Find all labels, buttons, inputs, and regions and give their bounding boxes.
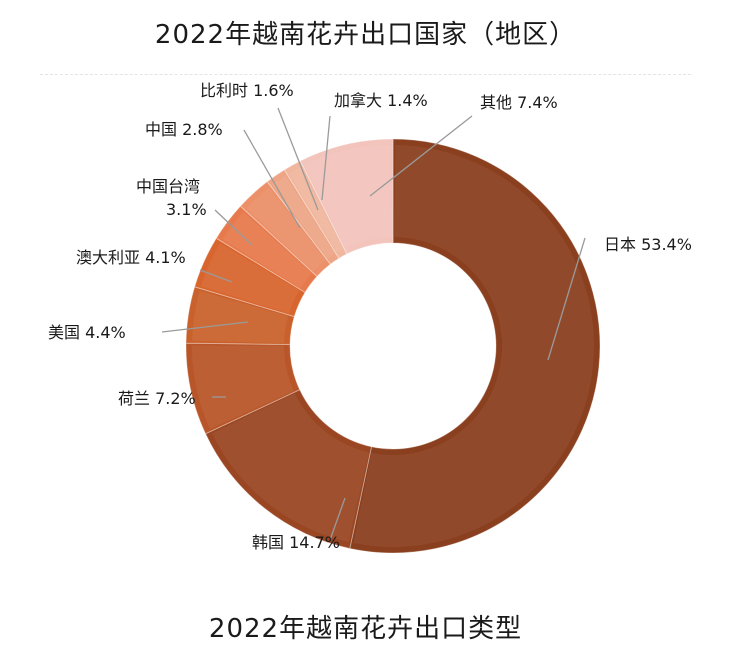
slice-bevel-3: [192, 345, 294, 430]
slice-bevel-6: [222, 211, 312, 289]
leader-lines: [161, 107, 586, 541]
slice-bevel-1: [353, 145, 595, 547]
slice-bevel-10: [305, 145, 392, 248]
donut-slices: [185, 138, 601, 554]
leader-line-6: [214, 209, 253, 246]
leader-line-10: [369, 115, 473, 197]
slice-label-5: 澳大利亚 4.1%: [76, 248, 186, 267]
slice-bevel-8: [272, 176, 335, 259]
slice-2: [204, 389, 373, 550]
slice-9: [283, 160, 348, 260]
leader-line-5: [199, 269, 233, 283]
slice-8: [266, 169, 340, 265]
slice-label-2: 韩国 14.7%: [252, 533, 340, 552]
slice-bevel-2: [211, 393, 369, 543]
slice-10: [299, 138, 394, 255]
slice-bevel-9: [289, 167, 344, 253]
slice-label-9: 加拿大 1.4%: [334, 91, 428, 110]
slice-label-4: 美国 4.4%: [48, 323, 126, 342]
leader-line-8: [277, 107, 319, 211]
leader-line-9: [321, 115, 331, 201]
top-divider: [40, 74, 691, 75]
slice-labels: 日本 53.4% 韩国 14.7% 荷兰 7.2% 美国 4.4% 澳大利亚 4.1% 中…: [48, 81, 692, 552]
slice-label-10: 其他 7.4%: [480, 93, 558, 112]
slice-label-1: 日本 53.4%: [604, 235, 692, 254]
slice-6: [215, 205, 318, 294]
slice-label-6-line-1: 中国台湾: [136, 177, 200, 196]
slice-bevel-4: [192, 290, 289, 344]
slice-1: [349, 138, 601, 554]
slice-5: [194, 237, 306, 318]
leader-line-7: [243, 129, 301, 229]
slice-4: [185, 286, 295, 346]
chart-subtitle: 2022年越南花卉出口类型: [208, 614, 523, 644]
slice-bevel-5: [201, 243, 300, 314]
slice-label-7: 中国 2.8%: [145, 120, 223, 139]
chart-title: 2022年越南花卉出口国家（地区）: [154, 20, 577, 50]
slice-label-8: 比利时 1.6%: [200, 81, 294, 100]
slice-bevel-7: [246, 187, 326, 272]
slice-label-3: 荷兰 7.2%: [118, 389, 196, 408]
leader-line-1: [547, 237, 586, 361]
slice-3: [185, 342, 301, 435]
slice-label-6-line-2: 3.1%: [166, 200, 207, 219]
leader-line-2: [329, 497, 346, 541]
leader-line-4: [161, 321, 249, 333]
